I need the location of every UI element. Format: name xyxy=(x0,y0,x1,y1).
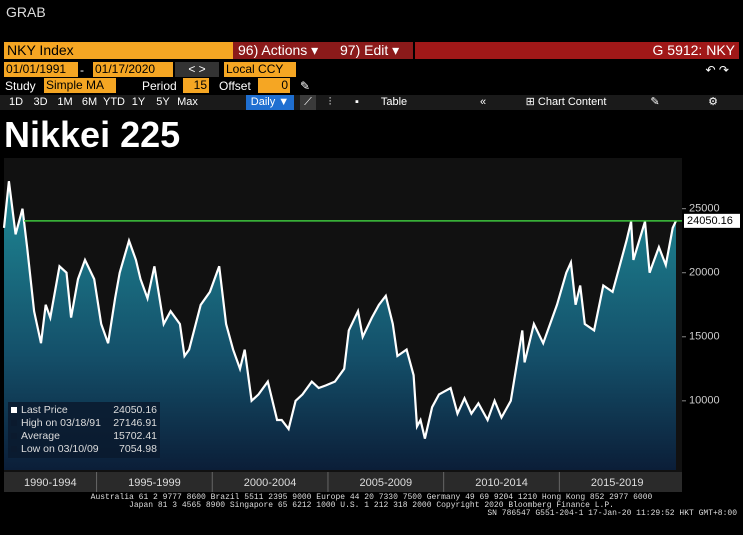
legend-value: 15702.41 xyxy=(113,430,157,442)
frequency-button[interactable]: Daily ▼ xyxy=(246,95,294,110)
range-button[interactable]: 3D xyxy=(33,96,48,108)
footer-line: Australia 61 2 9777 8600 Brazil 5511 239… xyxy=(90,493,653,502)
x-tick-label: 2005-2009 xyxy=(360,477,413,489)
button-bar xyxy=(0,95,743,110)
currency-field[interactable]: Local CCY xyxy=(224,62,296,77)
chart-content-label: Chart Content xyxy=(537,96,607,108)
legend-label: High on 03/18/91 xyxy=(21,417,101,429)
nav-arrows[interactable]: < > xyxy=(175,62,219,77)
menu-label: Edit xyxy=(364,42,389,58)
settings-icon[interactable]: ▪ xyxy=(355,96,359,108)
last-price-label: 24050.16 xyxy=(687,215,733,227)
legend-value: 27146.91 xyxy=(113,417,157,429)
offset-field[interactable]: 0 xyxy=(258,78,290,93)
start-date[interactable]: 01/01/1991 xyxy=(4,62,78,77)
bar-icon[interactable]: ⫶ xyxy=(328,96,332,108)
end-date[interactable]: 01/17/2020 xyxy=(93,62,173,77)
period-field[interactable]: 15 xyxy=(183,78,209,93)
menu-number: 96) xyxy=(238,42,259,58)
collapse-icon[interactable]: « xyxy=(479,96,487,108)
footer-text: Copyright 2020 Bloomberg Finance L.P. xyxy=(436,501,614,510)
menu-number: 97) xyxy=(340,42,361,58)
range-button[interactable]: 5Y xyxy=(156,96,170,108)
study-field[interactable]: Simple MA xyxy=(44,78,116,93)
range-button[interactable]: 1D xyxy=(8,96,24,108)
last-price-tag xyxy=(684,213,740,228)
undo-redo[interactable]: ↶ ↷ xyxy=(705,63,729,77)
range-button[interactable]: YTD xyxy=(103,96,125,108)
actions-menu[interactable]: 96) Actions ▾ xyxy=(238,42,319,58)
legend-value: 7054.98 xyxy=(119,443,157,455)
legend-label: Last Price xyxy=(21,404,68,416)
legend-value: 24050.16 xyxy=(113,404,157,416)
y-tick-label: 15000 xyxy=(689,331,720,343)
x-tick-label: 2000-2004 xyxy=(244,477,297,489)
pen-icon[interactable]: ✎ xyxy=(300,79,311,93)
frequency: Daily xyxy=(250,96,276,108)
table-button[interactable]: Table xyxy=(380,96,408,108)
x-tick-label: 2010-2014 xyxy=(475,477,528,489)
footer-line: SN 786547 G551-204-1 17-Jan-20 11:29:52 … xyxy=(487,509,737,518)
range-button[interactable]: 6M xyxy=(81,96,98,108)
legend-swatch xyxy=(11,446,17,452)
y-tick-label: 20000 xyxy=(689,267,720,279)
chart-content-button[interactable]: ⊞ Chart Content xyxy=(525,96,607,108)
offset-label: Offset xyxy=(219,79,251,93)
security-field[interactable]: NKY Index xyxy=(4,42,233,59)
y-tick-label: 25000 xyxy=(689,203,720,215)
x-axis-band xyxy=(4,472,682,492)
window-title: GRAB xyxy=(6,4,46,20)
legend-swatch xyxy=(11,420,17,426)
line-icon[interactable]: ⟋ xyxy=(300,95,316,110)
y-tick-label: 10000 xyxy=(689,395,720,407)
separator: - xyxy=(80,63,84,77)
range-button[interactable]: 1Y xyxy=(131,96,146,108)
footer-text: Japan 81 3 4565 8900 Singapore 65 6212 1… xyxy=(129,501,432,510)
x-tick-label: 1995-1999 xyxy=(128,477,181,489)
range-button[interactable]: 1M xyxy=(57,96,73,108)
chart: 10000 15000 20000 25000 1990-1994 1995-1999 20… xyxy=(2,158,740,492)
legend-swatch xyxy=(11,407,17,413)
chart-title: Nikkei 225 xyxy=(4,114,181,155)
footer-line: Japan 81 3 4565 8900 Singapore 65 6212 1… xyxy=(0,501,743,510)
legend-swatch xyxy=(11,433,17,439)
menu-label: Actions xyxy=(261,42,308,58)
price-line xyxy=(2,181,677,439)
x-tick-label: 2015-2019 xyxy=(591,477,644,489)
legend-label: Low on 03/10/09 xyxy=(21,443,99,455)
edit-menu[interactable]: 97) Edit ▾ xyxy=(340,42,400,58)
page-code: G 5912: NKY xyxy=(652,42,736,58)
menu-bar xyxy=(233,42,413,59)
legend-box xyxy=(8,402,160,458)
x-tick-label: 1990-1994 xyxy=(24,477,77,489)
legend-label: Average xyxy=(21,430,60,442)
gear-icon[interactable]: ⚙ xyxy=(708,96,718,108)
period-label: Period xyxy=(142,79,177,93)
edit-icon[interactable]: ✎ xyxy=(650,96,660,108)
range-button[interactable]: Max xyxy=(177,96,198,108)
study-label: Study xyxy=(5,79,36,93)
page-bar xyxy=(415,42,739,59)
area-fill xyxy=(4,181,676,470)
